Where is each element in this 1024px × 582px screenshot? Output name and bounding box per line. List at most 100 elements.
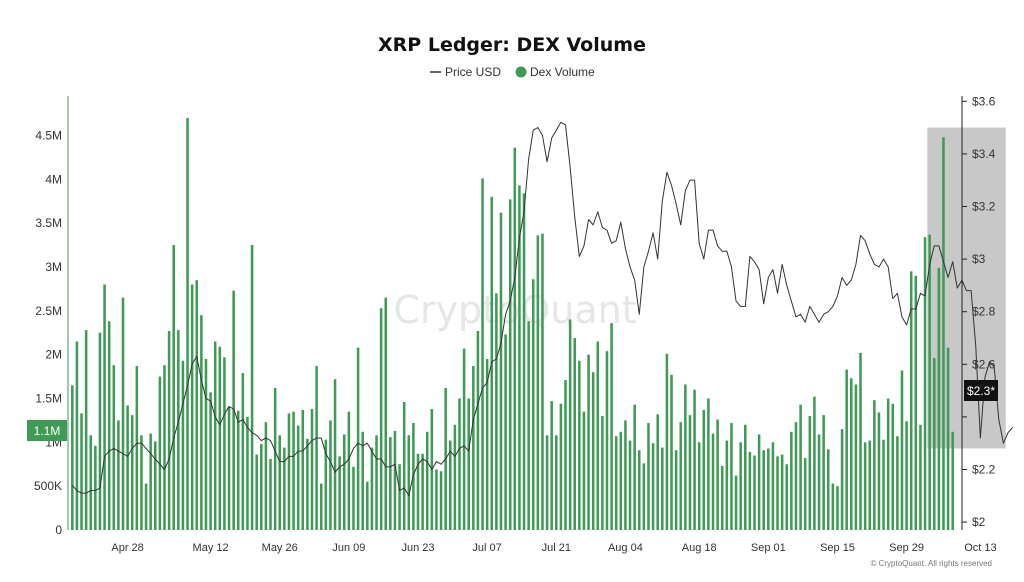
volume-bar <box>508 199 512 530</box>
volume-bar <box>693 389 696 530</box>
volume-bar <box>149 433 152 530</box>
x-tick-label: Jun 09 <box>332 542 365 554</box>
volume-bar <box>725 440 729 530</box>
volume-bar <box>578 360 581 530</box>
volume-bar <box>628 440 632 530</box>
volume-bar <box>642 463 646 530</box>
volume-bar <box>209 392 212 530</box>
volume-bar <box>877 412 881 530</box>
volume-bar <box>213 341 217 530</box>
volume-bar <box>227 407 231 530</box>
volume-bar <box>614 436 618 530</box>
volume-bar <box>476 330 480 530</box>
volume-bar <box>186 117 189 531</box>
volume-bar <box>928 234 931 530</box>
legend-price-label: Price USD <box>445 65 501 79</box>
volume-bar <box>688 415 692 530</box>
volume-bar <box>619 431 623 530</box>
volume-bar <box>845 369 848 530</box>
left-tick-label: 2M <box>45 348 62 362</box>
volume-bar <box>301 409 305 530</box>
x-tick-label: Jun 23 <box>401 542 434 554</box>
volume-bar <box>200 315 203 530</box>
volume-bar <box>550 401 553 530</box>
volume-bar <box>882 439 885 530</box>
volume-bar <box>794 422 798 530</box>
volume-bar <box>462 348 466 530</box>
legend-volume-swatch <box>515 66 527 78</box>
volume-bar <box>140 435 143 530</box>
left-tick-label: 2.5M <box>35 304 62 318</box>
volume-bar <box>204 359 208 530</box>
right-tick-label: $2.8 <box>972 305 996 319</box>
volume-bar <box>596 341 600 530</box>
volume-bar <box>255 454 258 530</box>
volume-bar <box>241 373 245 530</box>
right-tick-label: $2.6 <box>972 357 996 371</box>
volume-bar <box>799 404 802 530</box>
volume-bar <box>481 178 484 531</box>
volume-bar <box>361 431 364 530</box>
right-tick-label: $3.6 <box>972 94 996 108</box>
current-volume-badge: 1.1M <box>27 420 67 441</box>
x-tick-label: Sep 29 <box>889 542 924 554</box>
volume-bar <box>379 308 383 530</box>
x-tick-label: Apr 28 <box>111 542 143 554</box>
volume-bar <box>107 321 111 530</box>
volume-bar <box>900 370 904 530</box>
volume-bar <box>366 481 369 530</box>
volume-bar <box>836 486 839 530</box>
volume-bar <box>610 323 613 530</box>
volume-bar <box>306 438 309 530</box>
volume-bar <box>260 444 263 530</box>
volume-bar <box>71 385 74 530</box>
volume-bar <box>324 439 328 530</box>
x-tick-label: Jul 21 <box>542 542 571 554</box>
right-axis: $2 $2.2 $2.6 $2.8 $3 $3.2 $3.4 $3.6 <box>962 94 996 529</box>
volume-bar <box>407 435 411 530</box>
volume-bar <box>158 376 162 530</box>
volume-bar <box>582 411 586 530</box>
current-volume-badge-text: 1.1M <box>34 424 61 438</box>
volume-bar <box>370 447 374 530</box>
left-tick-label: 0 <box>55 523 62 537</box>
volume-bar <box>435 469 438 530</box>
x-tick-label: Aug 04 <box>608 542 643 554</box>
volume-bar <box>605 351 609 530</box>
volume-bar <box>859 352 862 530</box>
volume-bar <box>767 448 770 530</box>
volume-bar <box>177 330 180 530</box>
volume-bar <box>822 415 825 530</box>
volume-bar <box>352 466 355 530</box>
volume-bar <box>776 456 779 530</box>
volume-bar <box>190 284 194 530</box>
volume-bar <box>850 378 853 530</box>
volume-bar <box>679 422 683 530</box>
volume-bar <box>296 425 300 530</box>
volume-bar <box>946 347 950 530</box>
credit-text: © CryptoQuant. All rights reserved <box>871 559 993 568</box>
volume-bar <box>393 430 397 530</box>
volume-bar <box>637 450 641 530</box>
volume-bar <box>531 279 535 530</box>
volume-bar <box>103 284 106 530</box>
volume-bar <box>292 411 295 530</box>
volume-bar <box>154 441 157 530</box>
legend[interactable]: Price USD Dex Volume <box>430 65 595 79</box>
volume-bar <box>273 387 277 530</box>
volume-bar <box>670 374 673 530</box>
volume-bar <box>264 422 268 530</box>
volume-bar <box>223 357 226 530</box>
volume-bar <box>545 435 549 530</box>
volume-bar <box>656 414 659 530</box>
volume-bar <box>684 384 687 530</box>
volume-bars <box>71 117 954 531</box>
volume-bar <box>748 451 752 530</box>
volume-bar <box>937 267 941 530</box>
current-price-badge-bg <box>964 380 998 401</box>
volume-bar <box>702 409 706 530</box>
volume-bar <box>734 475 738 530</box>
volume-bar <box>513 147 517 531</box>
volume-bar <box>674 450 678 530</box>
